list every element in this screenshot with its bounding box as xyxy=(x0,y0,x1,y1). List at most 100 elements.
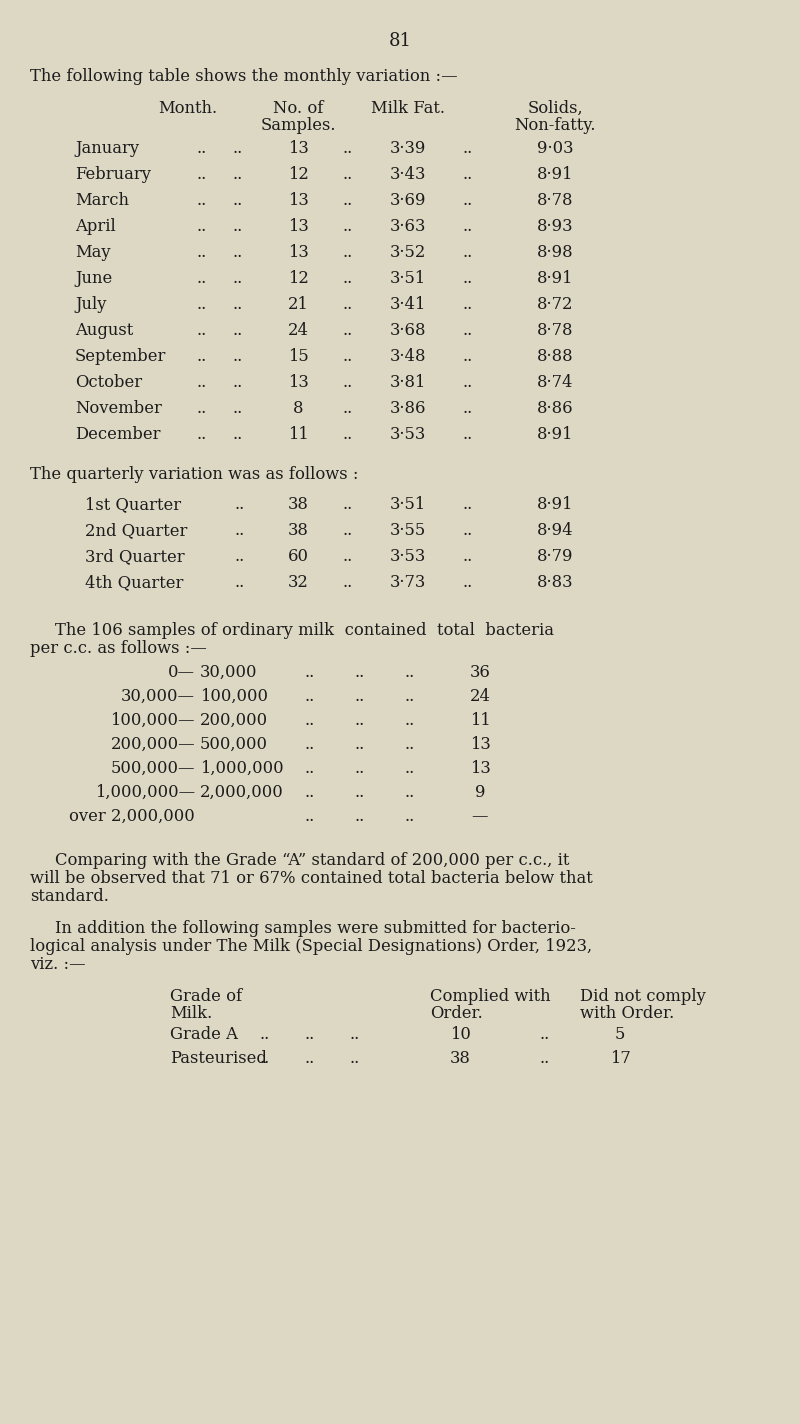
Text: 3·53: 3·53 xyxy=(390,426,426,443)
Text: ..: .. xyxy=(343,375,353,392)
Text: ..: .. xyxy=(343,426,353,443)
Text: ..: .. xyxy=(343,271,353,288)
Text: 1,000,000: 1,000,000 xyxy=(200,760,284,778)
Text: ..: .. xyxy=(463,375,473,392)
Text: ..: .. xyxy=(233,167,243,184)
Text: 2nd Quarter: 2nd Quarter xyxy=(85,523,187,540)
Text: ..: .. xyxy=(197,426,207,443)
Text: 8·78: 8·78 xyxy=(537,322,574,339)
Text: per c.c. as follows :—: per c.c. as follows :— xyxy=(30,639,207,656)
Text: ..: .. xyxy=(355,760,365,778)
Text: 21: 21 xyxy=(287,296,309,313)
Text: ..: .. xyxy=(235,548,245,565)
Text: 32: 32 xyxy=(287,574,309,591)
Text: ..: .. xyxy=(343,574,353,591)
Text: ..: .. xyxy=(405,712,415,729)
Text: ..: .. xyxy=(305,712,315,729)
Text: 8·98: 8·98 xyxy=(537,244,574,261)
Text: 81: 81 xyxy=(389,31,411,50)
Text: ..: .. xyxy=(343,296,353,313)
Text: ..: .. xyxy=(355,785,365,800)
Text: 13: 13 xyxy=(288,244,308,261)
Text: 8·86: 8·86 xyxy=(537,400,574,417)
Text: 8·83: 8·83 xyxy=(537,574,574,591)
Text: ..: .. xyxy=(197,347,207,365)
Text: ..: .. xyxy=(405,760,415,778)
Text: 36: 36 xyxy=(470,664,490,681)
Text: ..: .. xyxy=(197,140,207,157)
Text: ..: .. xyxy=(343,167,353,184)
Text: ..: .. xyxy=(350,1027,360,1042)
Text: ..: .. xyxy=(405,807,415,824)
Text: No. of: No. of xyxy=(273,100,323,117)
Text: 0—: 0— xyxy=(168,664,195,681)
Text: ..: .. xyxy=(540,1027,550,1042)
Text: ..: .. xyxy=(343,347,353,365)
Text: ..: .. xyxy=(343,244,353,261)
Text: Pasteurised: Pasteurised xyxy=(170,1049,267,1067)
Text: ..: .. xyxy=(197,375,207,392)
Text: ..: .. xyxy=(463,167,473,184)
Text: March: March xyxy=(75,192,129,209)
Text: 13: 13 xyxy=(470,760,490,778)
Text: ..: .. xyxy=(463,496,473,513)
Text: In addition the following samples were submitted for bacterio-: In addition the following samples were s… xyxy=(55,920,576,937)
Text: 3·52: 3·52 xyxy=(390,244,426,261)
Text: ..: .. xyxy=(197,167,207,184)
Text: May: May xyxy=(75,244,110,261)
Text: ..: .. xyxy=(405,688,415,705)
Text: January: January xyxy=(75,140,139,157)
Text: 8·91: 8·91 xyxy=(537,496,574,513)
Text: 8·91: 8·91 xyxy=(537,271,574,288)
Text: over 2,000,000: over 2,000,000 xyxy=(70,807,195,824)
Text: ..: .. xyxy=(355,688,365,705)
Text: will be observed that 71 or 67% contained total bacteria below that: will be observed that 71 or 67% containe… xyxy=(30,870,593,887)
Text: ..: .. xyxy=(197,322,207,339)
Text: 8·72: 8·72 xyxy=(537,296,574,313)
Text: 13: 13 xyxy=(288,140,308,157)
Text: 200,000: 200,000 xyxy=(200,712,268,729)
Text: ..: .. xyxy=(233,322,243,339)
Text: ..: .. xyxy=(197,244,207,261)
Text: The quarterly variation was as follows :: The quarterly variation was as follows : xyxy=(30,466,358,483)
Text: December: December xyxy=(75,426,161,443)
Text: 3·48: 3·48 xyxy=(390,347,426,365)
Text: ..: .. xyxy=(343,218,353,235)
Text: ..: .. xyxy=(350,1049,360,1067)
Text: 3·73: 3·73 xyxy=(390,574,426,591)
Text: ..: .. xyxy=(463,322,473,339)
Text: ..: .. xyxy=(197,296,207,313)
Text: ..: .. xyxy=(233,426,243,443)
Text: Solids,: Solids, xyxy=(527,100,583,117)
Text: ..: .. xyxy=(305,785,315,800)
Text: 13: 13 xyxy=(470,736,490,753)
Text: 3·68: 3·68 xyxy=(390,322,426,339)
Text: ..: .. xyxy=(343,496,353,513)
Text: 12: 12 xyxy=(287,167,309,184)
Text: ..: .. xyxy=(305,664,315,681)
Text: ..: .. xyxy=(463,218,473,235)
Text: 24: 24 xyxy=(287,322,309,339)
Text: ..: .. xyxy=(305,760,315,778)
Text: 3·51: 3·51 xyxy=(390,271,426,288)
Text: Samples.: Samples. xyxy=(260,117,336,134)
Text: 60: 60 xyxy=(287,548,309,565)
Text: 3·41: 3·41 xyxy=(390,296,426,313)
Text: ..: .. xyxy=(233,347,243,365)
Text: ..: .. xyxy=(343,322,353,339)
Text: ..: .. xyxy=(235,523,245,540)
Text: ..: .. xyxy=(305,1027,315,1042)
Text: 11: 11 xyxy=(470,712,490,729)
Text: Grade A: Grade A xyxy=(170,1027,238,1042)
Text: Grade of: Grade of xyxy=(170,988,242,1005)
Text: The following table shows the monthly variation :—: The following table shows the monthly va… xyxy=(30,68,458,85)
Text: ..: .. xyxy=(355,664,365,681)
Text: ..: .. xyxy=(305,688,315,705)
Text: 8·78: 8·78 xyxy=(537,192,574,209)
Text: 3·81: 3·81 xyxy=(390,375,426,392)
Text: 8·91: 8·91 xyxy=(537,426,574,443)
Text: 30,000—: 30,000— xyxy=(121,688,195,705)
Text: ..: .. xyxy=(463,548,473,565)
Text: ..: .. xyxy=(233,271,243,288)
Text: ..: .. xyxy=(233,296,243,313)
